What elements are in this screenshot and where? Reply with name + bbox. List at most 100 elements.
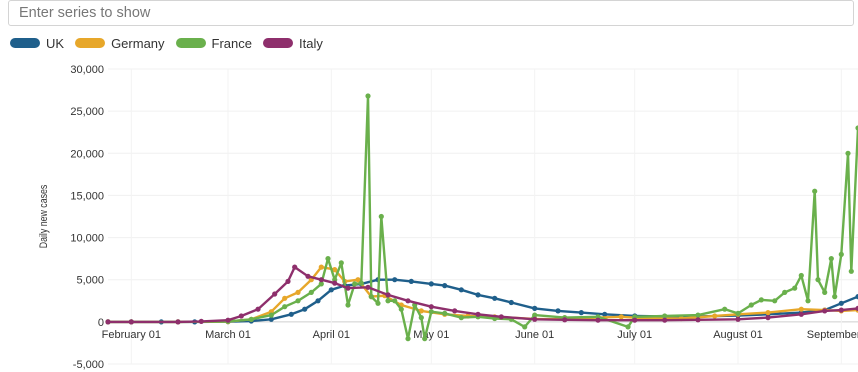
data-point-uk: [408, 278, 414, 284]
data-point-france: [358, 280, 364, 286]
data-point-france: [855, 125, 858, 131]
data-point-france: [345, 302, 351, 308]
chart-legend: UK Germany France Italy: [10, 34, 334, 52]
data-point-italy: [695, 317, 701, 323]
data-point-france: [748, 302, 754, 308]
data-point-france: [805, 298, 811, 304]
data-point-france: [352, 281, 358, 287]
data-point-uk: [328, 287, 334, 293]
data-point-france: [722, 306, 728, 312]
data-point-france: [625, 324, 631, 330]
y-tick-label: 25,000: [70, 106, 104, 118]
data-point-italy: [735, 316, 741, 322]
data-point-france: [442, 310, 448, 316]
data-point-italy: [365, 284, 371, 290]
data-point-france: [428, 309, 434, 315]
y-tick-label: 5,000: [76, 275, 104, 287]
data-point-uk: [288, 311, 294, 317]
data-point-uk: [578, 310, 584, 316]
data-point-uk: [392, 277, 398, 283]
data-point-italy: [318, 277, 324, 283]
legend-swatch: [75, 38, 106, 48]
data-point-uk: [855, 294, 858, 300]
legend-item-italy[interactable]: Italy: [263, 36, 323, 51]
data-point-germany: [765, 310, 771, 316]
x-tick-label: February 01: [102, 329, 161, 341]
data-point-germany: [618, 314, 624, 320]
data-point-italy: [385, 292, 391, 298]
data-point-france: [828, 256, 834, 262]
legend-swatch: [263, 38, 293, 48]
data-point-france: [798, 272, 804, 279]
data-point-france: [812, 188, 818, 194]
data-point-france: [318, 281, 324, 287]
data-point-france: [422, 336, 428, 342]
y-tick-label: 20,000: [70, 148, 104, 160]
data-point-uk: [838, 300, 844, 306]
data-point-italy: [105, 319, 111, 325]
data-point-france: [375, 300, 381, 306]
data-point-france: [695, 312, 701, 318]
y-tick-label: 15,000: [70, 190, 104, 202]
x-tick-label: September 01: [807, 329, 858, 341]
data-point-france: [822, 289, 828, 295]
legend-swatch: [175, 38, 206, 48]
y-tick-label: -5,000: [73, 359, 104, 371]
data-point-uk: [442, 283, 448, 289]
data-point-italy: [225, 317, 231, 323]
data-point-france: [365, 93, 371, 99]
x-tick-label: July 01: [617, 329, 652, 341]
data-point-germany: [355, 277, 361, 283]
data-point-italy: [765, 315, 771, 321]
data-point-italy: [238, 313, 244, 319]
data-point-italy: [272, 291, 278, 297]
data-point-italy: [128, 319, 134, 325]
data-point-france: [325, 256, 331, 262]
data-point-italy: [255, 306, 261, 312]
data-point-italy: [345, 285, 351, 291]
data-point-germany: [295, 289, 301, 295]
data-point-italy: [822, 308, 828, 314]
data-point-uk: [492, 295, 498, 301]
series-search-input[interactable]: [8, 0, 854, 26]
legend-item-uk[interactable]: UK: [10, 36, 64, 51]
y-tick-label: 0: [98, 317, 104, 329]
data-point-france: [792, 285, 798, 291]
data-point-france: [248, 316, 254, 322]
data-point-italy: [562, 317, 568, 323]
data-point-france: [815, 277, 821, 283]
x-tick-label: April 01: [313, 329, 350, 341]
x-tick-label: March 01: [205, 329, 251, 341]
data-point-france: [268, 312, 274, 318]
data-point-uk: [268, 316, 274, 322]
data-point-france: [782, 289, 788, 295]
legend-item-france[interactable]: France: [175, 36, 252, 51]
data-point-france: [845, 150, 851, 156]
data-point-france: [308, 289, 314, 295]
data-point-germany: [418, 308, 424, 314]
legend-label: Germany: [111, 35, 165, 51]
data-point-france: [832, 294, 838, 300]
legend-swatch: [10, 38, 40, 48]
data-point-italy: [198, 318, 204, 324]
data-point-italy: [305, 273, 311, 279]
y-tick-label: 30,000: [70, 64, 104, 76]
y-axis-title: Daily new cases: [38, 185, 50, 249]
data-point-italy: [662, 317, 668, 323]
data-point-italy: [292, 264, 298, 270]
data-point-italy: [498, 314, 504, 320]
data-point-italy: [175, 319, 181, 325]
data-point-france: [368, 294, 374, 300]
legend-item-germany[interactable]: Germany: [75, 35, 165, 51]
data-point-france: [282, 304, 288, 310]
data-point-germany: [712, 313, 718, 319]
legend-label: UK: [46, 35, 65, 51]
data-point-uk: [555, 308, 561, 314]
data-point-france: [295, 298, 301, 304]
data-point-italy: [452, 308, 458, 314]
x-tick-label: May 01: [413, 329, 449, 341]
data-point-germany: [318, 264, 324, 270]
data-point-france: [398, 306, 404, 312]
data-point-uk: [428, 281, 434, 287]
